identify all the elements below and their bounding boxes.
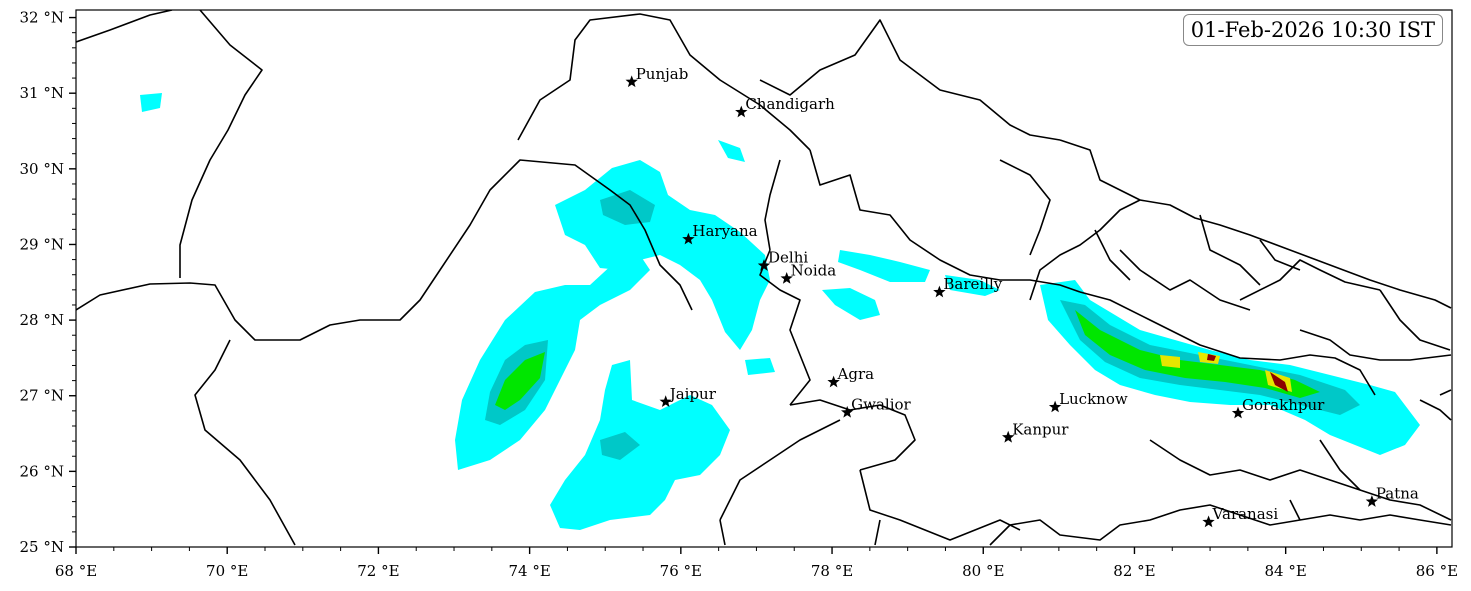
x-tick-label: 72 °E: [357, 562, 399, 580]
city-label-chandigarh: Chandigarh: [745, 95, 835, 113]
x-tick-label: 78 °E: [811, 562, 853, 580]
star-icon-punjab: [625, 75, 638, 88]
state-boundaries: [76, 10, 1452, 546]
city-label-varanasi: Varanasi: [1212, 505, 1279, 523]
star-icon-varanasi: [1202, 515, 1215, 528]
star-icon-chandigarh: [735, 105, 748, 118]
x-tick-label: 68 °E: [55, 562, 97, 580]
city-label-agra: Agra: [837, 365, 875, 383]
x-tick-label: 86 °E: [1416, 562, 1458, 580]
rainfall-intense-darkred: [1207, 354, 1288, 392]
map-frame: [75, 9, 1453, 548]
y-tick-label: 29 °N: [20, 235, 64, 253]
x-tick-label: 82 °E: [1113, 562, 1155, 580]
x-tick-label: 70 °E: [206, 562, 248, 580]
map-plot-area: [76, 10, 1452, 546]
star-icon-jaipur: [659, 395, 672, 407]
star-icon-noida: [780, 272, 793, 284]
x-tick-label: 74 °E: [508, 562, 550, 580]
y-tick-label: 30 °N: [20, 160, 64, 178]
x-tick-label: 84 °E: [1265, 562, 1307, 580]
y-tick-label: 31 °N: [20, 84, 64, 102]
star-icon-delhi: [757, 259, 771, 271]
rainfall-heavy-green: [495, 310, 1320, 410]
y-tick-label: 28 °N: [20, 311, 64, 329]
y-tick-label: 25 °N: [20, 538, 64, 556]
city-label-delhi: Delhi: [768, 249, 808, 267]
star-icon-agra: [827, 375, 840, 388]
y-tick-label: 26 °N: [20, 462, 64, 480]
star-icon-kanpur: [1002, 430, 1015, 443]
city-label-bareilly: Bareilly: [943, 275, 1002, 293]
city-label-patna: Patna: [1376, 485, 1419, 503]
y-tick-label: 32 °N: [20, 9, 64, 27]
star-icon-haryana: [682, 232, 695, 245]
x-axis: 68 °E 70 °E 72 °E 74 °E 76 °E 78 °E 80 °E 82 °E…: [55, 547, 1458, 580]
star-icon-gorakhpur: [1231, 406, 1245, 419]
city-label-jaipur: Jaipur: [668, 385, 717, 403]
star-icon-gwalior: [841, 405, 854, 418]
star-icon-bareilly: [933, 285, 946, 298]
star-icon-patna: [1365, 495, 1378, 507]
city-label-haryana: Haryana: [692, 222, 757, 240]
timestamp-label: 01-Feb-2026 10:30 IST: [1182, 14, 1443, 46]
y-axis: 25 °N 26 °N 27 °N 28 °N 29 °N 30 °N 31 °N 32 °N: [20, 9, 76, 556]
star-icon-lucknow: [1048, 400, 1062, 413]
y-tick-label: 27 °N: [20, 387, 64, 405]
city-label-gwalior: Gwalior: [851, 395, 911, 413]
x-tick-label: 80 °E: [962, 562, 1004, 580]
city-label-noida: Noida: [791, 262, 837, 280]
rainfall-light-cyan: [140, 93, 1420, 530]
x-tick-label: 76 °E: [660, 562, 702, 580]
city-label-kanpur: Kanpur: [1012, 420, 1069, 438]
city-label-punjab: Punjab: [636, 65, 689, 83]
city-label-lucknow: Lucknow: [1059, 390, 1128, 408]
city-label-gorakhpur: Gorakhpur: [1242, 396, 1325, 414]
